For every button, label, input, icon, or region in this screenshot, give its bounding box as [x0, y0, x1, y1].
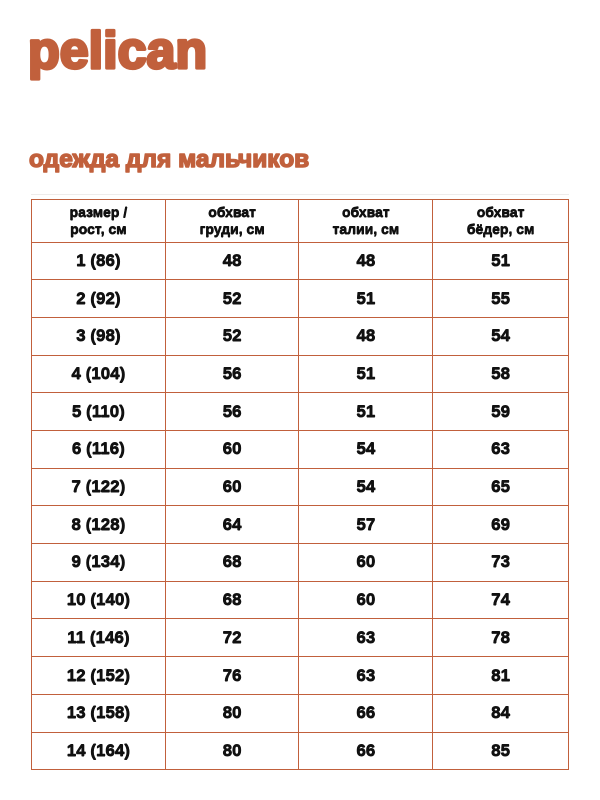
svg-text:pelican: pelican [28, 22, 207, 80]
svg-text:одежда для мальчиков: одежда для мальчиков [29, 146, 309, 173]
